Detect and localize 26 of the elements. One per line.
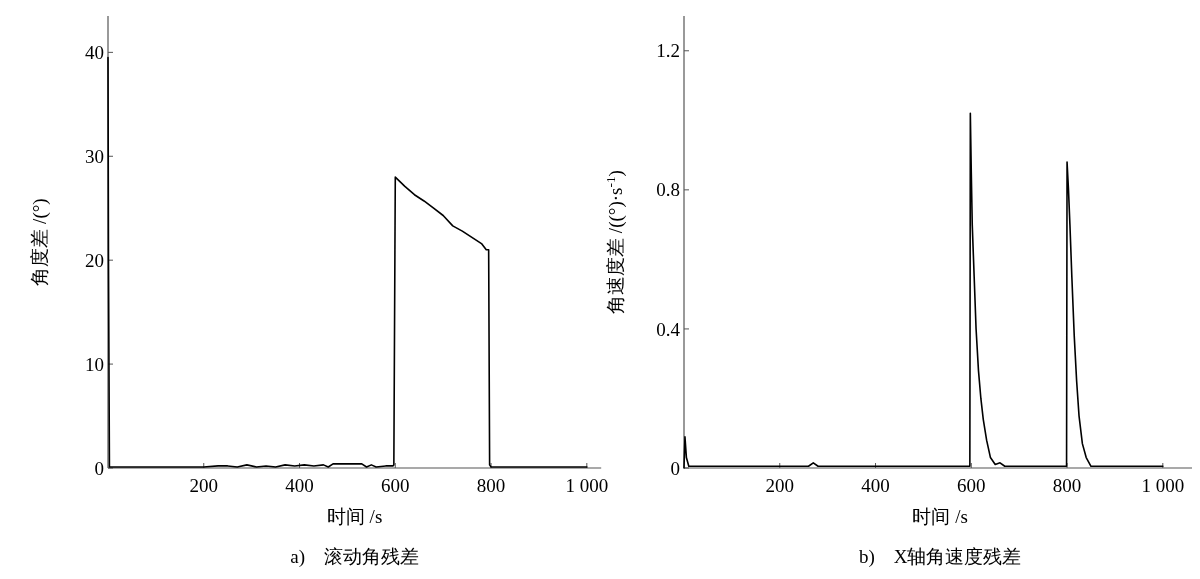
x-tick-label: 1 000 <box>565 475 609 496</box>
x-tick-label: 600 <box>381 475 410 496</box>
text: a) 滚动角残差 <box>290 546 419 568</box>
y-tick-label: 40 <box>85 42 104 64</box>
x-tick-label: 200 <box>765 475 795 496</box>
y-axis-title: 角度差 /(°) <box>29 198 51 286</box>
line-series <box>683 112 1164 469</box>
x-tick-label: 800 <box>1052 475 1082 496</box>
y-tick-label: 0.8 <box>656 179 680 201</box>
x-tick-label: 600 <box>957 475 986 496</box>
x-tick-label: 200 <box>189 475 219 496</box>
text: b) X轴角速度残差 <box>858 546 1022 568</box>
x-tick-label: 800 <box>476 475 506 496</box>
y-tick-label: 30 <box>85 145 104 167</box>
y-tick-label: 1.2 <box>656 40 680 62</box>
line-series <box>107 56 588 468</box>
y-tick-label: 0 <box>670 457 680 479</box>
y-tick-label: 10 <box>85 353 104 375</box>
y-tick-label: 0.4 <box>656 318 681 340</box>
x-axis-title: 时间 /s <box>326 506 383 527</box>
y-tick-label: 0 <box>94 457 104 479</box>
x-axis-title: 时间 /s <box>912 506 968 527</box>
x-tick-label: 1 000 <box>1141 475 1185 496</box>
x-tick-label: 400 <box>285 475 314 496</box>
y-tick-label: 20 <box>85 249 104 271</box>
x-tick-label: 400 <box>861 475 890 496</box>
